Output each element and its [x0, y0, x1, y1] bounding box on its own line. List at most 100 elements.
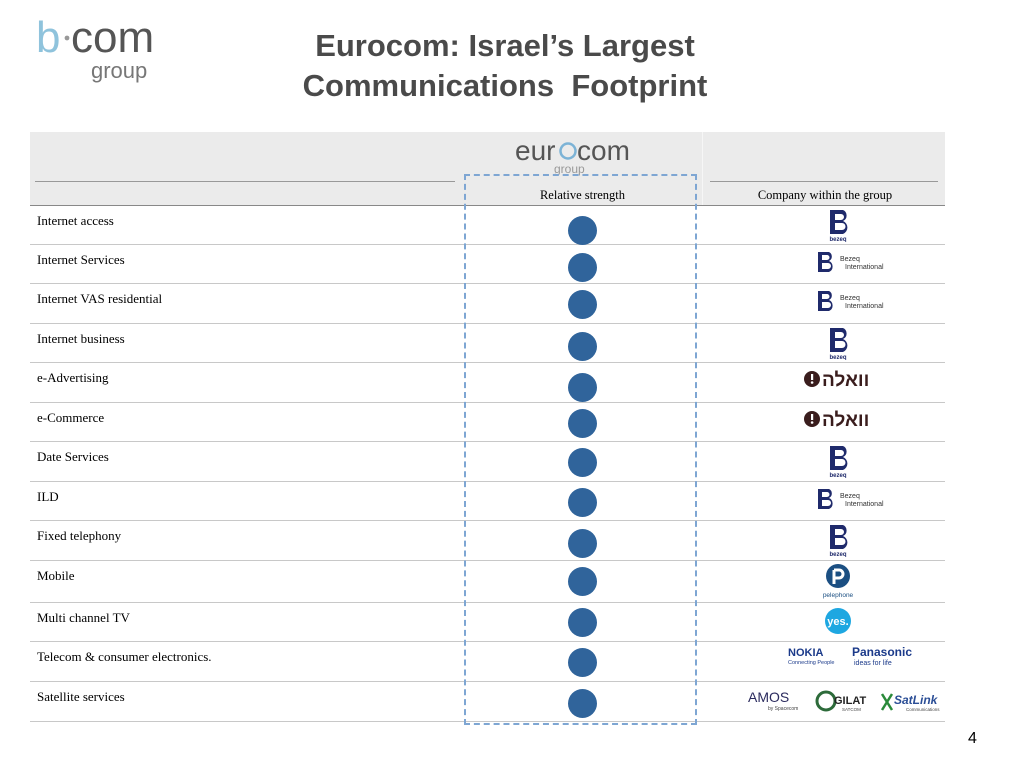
service-label: Internet business [37, 331, 125, 346]
strength-dot [568, 608, 597, 637]
svg-text:yes.: yes. [827, 616, 848, 628]
table-row: Fixed telephony bezeq [30, 521, 945, 561]
bezeq-international-logo: Bezeq International [818, 252, 884, 272]
table-row: Internet VAS residential Bezeq Internati… [30, 284, 945, 324]
table-row: ILD Bezeq International [30, 482, 945, 521]
page-title-line1: Eurocom: Israel’s Largest [315, 28, 695, 63]
svg-text:GILAT: GILAT [834, 695, 866, 707]
service-label: Telecom & consumer electronics. [37, 649, 212, 664]
bcom-logo-com: com [71, 13, 154, 62]
company-logo-cell: yes. [821, 605, 859, 639]
svg-text:SatLink: SatLink [894, 693, 939, 707]
svg-text:Bezeq: Bezeq [840, 256, 860, 263]
strength-dot [568, 253, 597, 282]
satellite-company-logos: AMOS by Spacecom GILAT SATCOM SatLink Co… [748, 689, 940, 712]
bezeq-logo: bezeq [829, 525, 848, 558]
table-row: Date Services bezeq [30, 442, 945, 482]
service-label: e-Commerce [37, 410, 105, 425]
table-row: Telecom & consumer electronics. NOKIA Co… [30, 642, 945, 682]
bcom-logo-dot [64, 35, 70, 41]
table-row: Satellite services AMOS by Spacecom GILA… [30, 682, 945, 722]
strength-dot [568, 689, 597, 718]
bcom-logo-b: b [36, 13, 60, 62]
bezeq-international-logo: Bezeq International [818, 489, 884, 509]
table-row: Internet business bezeq [30, 324, 945, 363]
table-row: Multi channel TV yes. [30, 603, 945, 642]
yes-logo: yes. [825, 608, 851, 634]
table-row: e-Commerce וואלה [30, 403, 945, 442]
strength-dot [568, 488, 597, 517]
company-logo-cell: bezeq [818, 523, 858, 558]
footprint-table: eur com group Relative strength Company … [30, 132, 945, 722]
page-title-line2: Communications Footprint [302, 68, 708, 103]
strength-dot [568, 567, 597, 596]
svg-text:וואלה: וואלה [822, 370, 868, 391]
eurocom-logo-com: com [577, 136, 630, 166]
gilat-logo: GILAT SATCOM [815, 690, 866, 712]
table-header: eur com group Relative strength Company … [30, 132, 945, 206]
strength-dot [568, 529, 597, 558]
company-logo-cell: Bezeq International [816, 286, 888, 320]
relative-strength-header: Relative strength [539, 188, 626, 202]
svg-text:by Spacecom: by Spacecom [768, 706, 798, 712]
table-row: Mobile pelephone [30, 561, 945, 603]
service-label: Mobile [37, 568, 75, 583]
company-logo-cell: bezeq [818, 444, 858, 479]
strength-dot [568, 332, 597, 361]
bcom-group-logo: b com group [36, 13, 154, 83]
eurocom-logo-o [559, 142, 577, 160]
company-logo-cell: AMOS by Spacecom GILAT SATCOM SatLink Co… [746, 684, 946, 718]
svg-text:NOKIA: NOKIA [788, 647, 824, 659]
strength-dot [568, 216, 597, 245]
service-label: Satellite services [37, 689, 125, 704]
strength-dot [568, 448, 597, 477]
bezeq-international-logo: Bezeq International [818, 291, 884, 311]
header-column-separator [702, 132, 703, 205]
company-logo-cell: Bezeq International [816, 484, 888, 518]
strength-dot [568, 373, 597, 402]
company-logo-cell: bezeq [818, 208, 858, 243]
svg-text:bezeq: bezeq [829, 355, 846, 360]
eurocom-logo-eur: eur [515, 136, 555, 166]
page-number: 4 [968, 730, 977, 747]
svg-text:Connecting People: Connecting People [788, 660, 834, 666]
service-label: Internet VAS residential [37, 291, 163, 306]
nokia-logo: NOKIA Connecting People [788, 647, 834, 666]
company-logo-cell: bezeq [818, 326, 858, 361]
svg-text:bezeq: bezeq [829, 552, 846, 557]
svg-text:Panasonic: Panasonic [852, 645, 912, 659]
svg-text:Bezeq: Bezeq [840, 295, 860, 302]
amos-logo: AMOS by Spacecom [748, 689, 798, 712]
svg-text:Bezeq: Bezeq [840, 493, 860, 500]
strength-dot [568, 409, 597, 438]
strength-dot [568, 648, 597, 677]
panasonic-logo: Panasonic ideas for life [852, 645, 912, 667]
service-label: Internet access [37, 213, 114, 228]
table-row: Internet access bezeq [30, 206, 945, 245]
svg-text:International: International [845, 303, 884, 310]
bcom-logo-group: group [91, 58, 147, 83]
bezeq-logo: bezeq [829, 210, 848, 243]
nokia-panasonic-logos: NOKIA Connecting People Panasonic ideas … [788, 645, 912, 667]
eurocom-logo: eur com group [515, 136, 630, 176]
company-logo-cell: pelephone [816, 563, 860, 599]
svg-text:International: International [845, 264, 884, 271]
satlink-logo: SatLink Communications [880, 693, 940, 712]
service-label: Multi channel TV [37, 610, 130, 625]
walla-logo: וואלה [804, 410, 869, 431]
pelephone-logo: pelephone [823, 564, 854, 599]
header-rule-left [35, 181, 455, 182]
table-row: e-Advertising וואלה [30, 363, 945, 403]
service-label: Date Services [37, 449, 109, 464]
service-label: Fixed telephony [37, 528, 122, 543]
bezeq-logo: bezeq [829, 328, 848, 361]
svg-text:וואלה: וואלה [822, 410, 868, 431]
strength-dot [568, 290, 597, 319]
svg-text:AMOS: AMOS [748, 689, 789, 705]
eurocom-logo-group: group [554, 162, 585, 176]
page-title: Eurocom: Israel’s Largest Communications… [230, 26, 780, 106]
bezeq-logo: bezeq [829, 446, 848, 479]
service-label: ILD [37, 489, 59, 504]
svg-text:pelephone: pelephone [823, 592, 854, 599]
company-header: Company within the group [757, 188, 893, 202]
